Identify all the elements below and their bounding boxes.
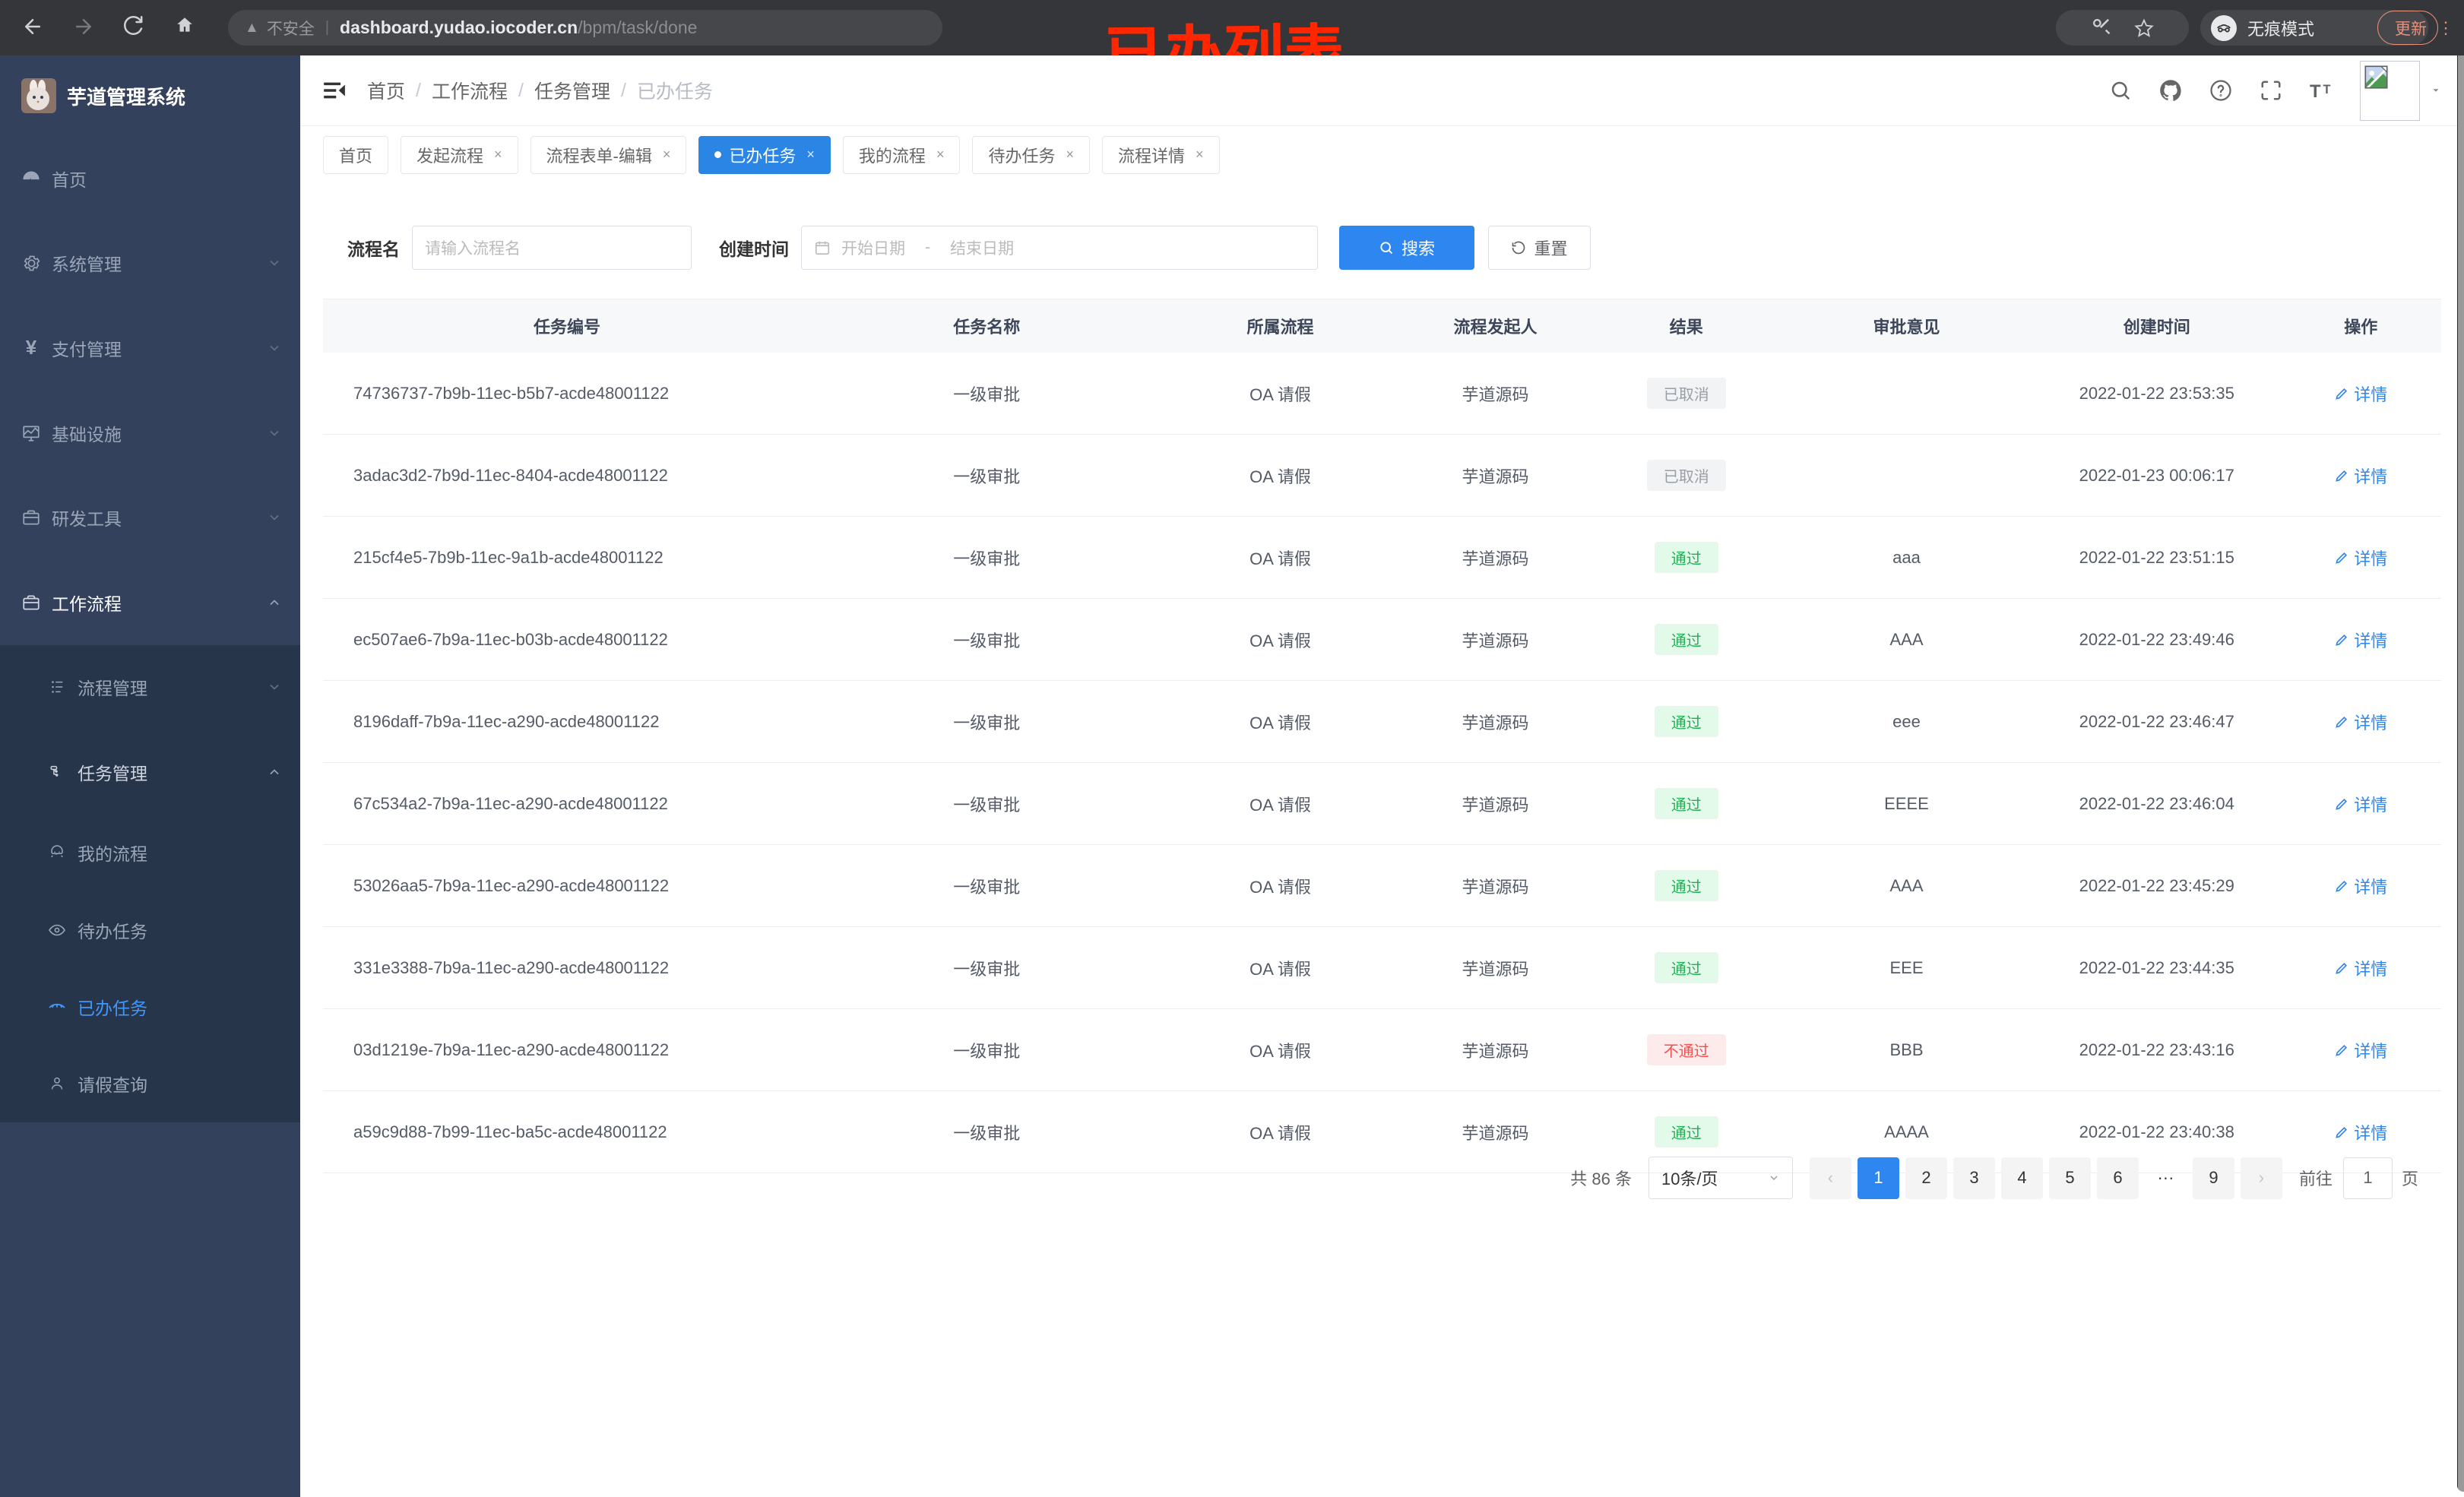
svg-text:T: T [2310,81,2321,102]
svg-text:T: T [2323,83,2331,97]
